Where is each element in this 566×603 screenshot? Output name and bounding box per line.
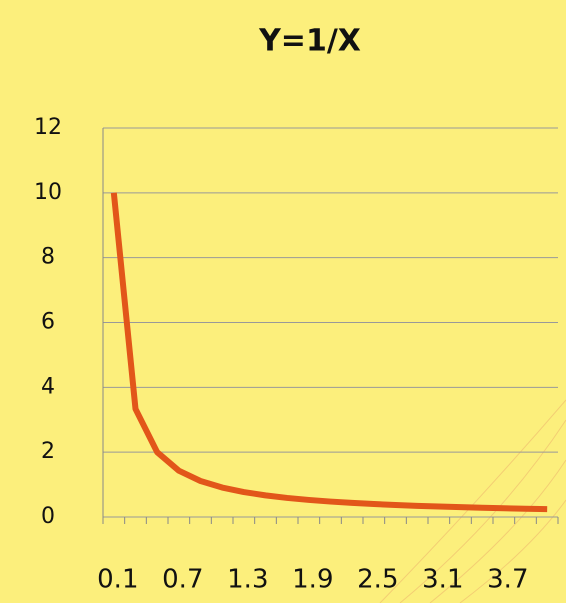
y-tick-label: 2 [41, 439, 55, 464]
x-tick-label: 1.3 [227, 565, 268, 595]
x-tick-label: 3.7 [487, 565, 528, 595]
x-tick-label: 3.1 [422, 565, 463, 595]
x-tick-label: 0.7 [162, 565, 203, 595]
background [0, 0, 566, 603]
y-tick-label: 4 [41, 374, 55, 399]
x-tick-label: 0.1 [97, 565, 138, 595]
y-tick-label: 0 [41, 504, 55, 529]
y-tick-label: 10 [34, 180, 62, 205]
x-tick-label: 1.9 [292, 565, 333, 595]
y-tick-label: 8 [41, 245, 55, 270]
chart-title: Y=1/X [258, 24, 361, 59]
x-tick-label: 2.5 [357, 565, 398, 595]
y-tick-label: 12 [34, 115, 62, 140]
chart: Y=1/X 0 2 4 6 8 10 12 0.1 0.7 1.3 1.9 2.5 3.1 3.7 [0, 0, 566, 603]
y-tick-label: 6 [41, 310, 55, 335]
